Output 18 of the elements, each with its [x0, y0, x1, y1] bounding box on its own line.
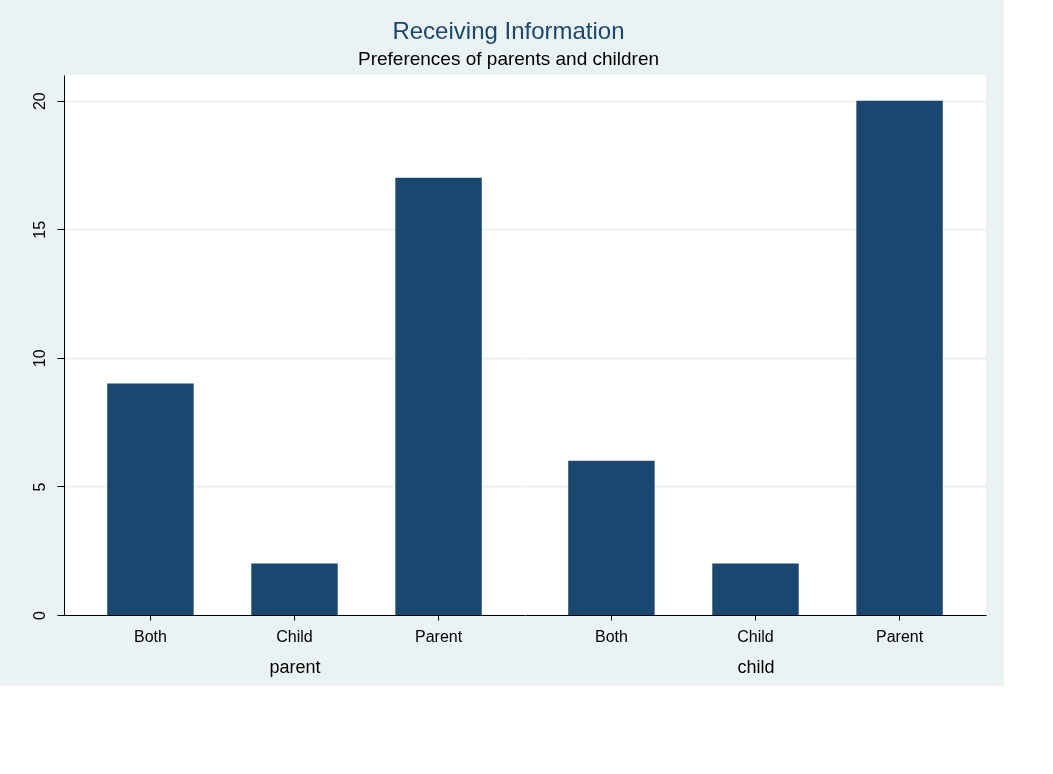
x-tick-label: Parent [414, 627, 463, 645]
bar [251, 563, 338, 615]
x-axis-title: child [737, 656, 775, 677]
y-tick-label: 5 [30, 482, 48, 492]
x-axis-title: parent [269, 656, 321, 677]
y-tick-label: 15 [30, 220, 48, 239]
y-tick-label: 0 [30, 610, 48, 620]
x-tick-label: Child [737, 627, 774, 645]
x-tick-label: Both [133, 627, 167, 645]
chart-title: Receiving Information [392, 17, 625, 44]
x-tick-label: Child [276, 627, 313, 645]
chart-subtitle: Preferences of parents and children [357, 48, 660, 69]
y-tick-label: 10 [30, 349, 48, 368]
x-tick-label: Both [594, 627, 628, 645]
y-tick-label: 20 [30, 92, 48, 111]
bar [107, 383, 194, 615]
bar [395, 177, 482, 615]
x-tick-label: Parent [875, 627, 924, 645]
